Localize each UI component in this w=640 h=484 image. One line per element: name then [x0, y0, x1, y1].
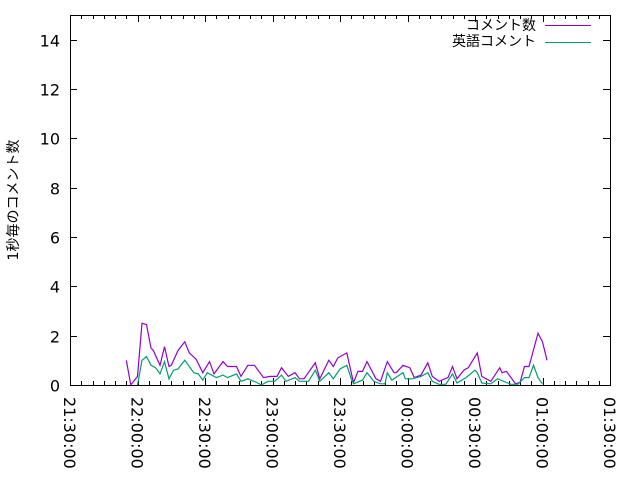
y-tick-label: 14 [40, 32, 60, 51]
legend: コメント数 英語コメント [452, 18, 591, 50]
x-tick-label: 22:30:00 [195, 397, 214, 469]
legend-label-comments: コメント数 [466, 18, 536, 34]
y-tick-labels: 0 2 4 6 8 10 12 14 [40, 32, 60, 396]
y-tick-label: 8 [50, 180, 60, 199]
axis-ticks [70, 15, 611, 386]
series-line-0 [126, 323, 547, 385]
y-tick-label: 2 [50, 328, 60, 347]
y-tick-label: 10 [40, 130, 60, 149]
x-tick-label: 00:00:00 [398, 397, 417, 469]
y-tick-label: 0 [50, 377, 60, 396]
series-lines [126, 323, 547, 385]
x-tick-label: 00:30:00 [465, 397, 484, 469]
y-tick-label: 12 [40, 81, 60, 100]
x-tick-labels: 21:30:00 22:00:00 22:30:00 23:00:00 23:30:00… [60, 397, 619, 469]
x-tick-label: 23:00:00 [263, 397, 282, 469]
plot-frame [71, 16, 611, 386]
x-tick-label: 01:30:00 [600, 397, 619, 469]
x-tick-label: 22:00:00 [128, 397, 147, 469]
x-tick-label: 23:30:00 [330, 397, 349, 469]
x-tick-label: 01:00:00 [533, 397, 552, 469]
y-tick-label: 6 [50, 229, 60, 248]
y-axis-label: 1秒毎のコメント数 [6, 140, 22, 261]
y-tick-label: 4 [50, 278, 60, 297]
legend-label-english-comments: 英語コメント [452, 33, 536, 50]
x-tick-label: 21:30:00 [60, 397, 79, 469]
